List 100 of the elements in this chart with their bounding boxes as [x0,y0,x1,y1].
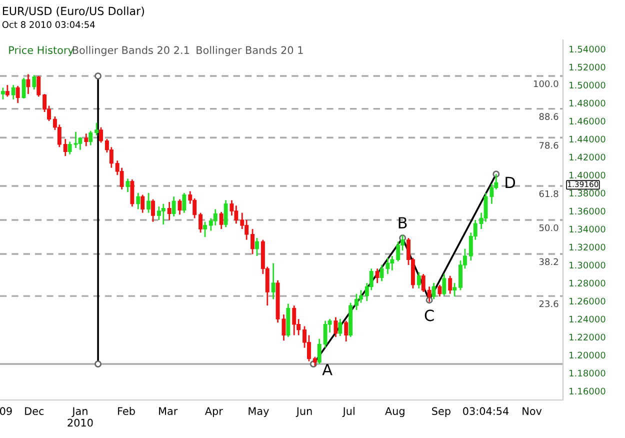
ref-line-label: 50.0 [539,224,558,232]
annotation: Price History [9,46,74,56]
candlestick [490,183,494,204]
candlestick [16,85,20,104]
candlestick [334,316,338,338]
annotation: C [424,310,434,322]
x-tick-label: Apr [204,407,223,418]
candlestick [0,87,5,100]
x-tick-label: 09 [0,407,12,416]
candlestick [140,194,145,214]
x-tick-label: Sep [432,407,450,418]
candlestick [230,200,234,216]
y-tick-label: 1.44000 [570,136,606,143]
y-tick-label: 1.38000 [570,190,606,197]
y-tick-label: 1.18000 [570,370,606,377]
annotation: B [398,217,407,228]
candlestick [172,196,176,218]
candlestick [219,211,224,230]
candlestick [396,240,400,262]
candlestick [84,132,88,147]
annotation: Bollinger Bands 20 2.1 [72,46,189,56]
candlestick [344,320,348,342]
candlestick [32,74,36,90]
candlestick [438,284,442,298]
candlestick [5,84,10,98]
candlestick [151,198,155,222]
x-tick-label: Jan 2010 [68,407,93,427]
candlestick [88,130,93,146]
y-tick-label: 1.42000 [570,154,606,161]
ref-line-label: 100.0 [534,80,558,88]
candlestick [421,273,426,293]
annotation: A [322,364,332,376]
candlestick [375,268,380,284]
candlestick [442,273,446,296]
candlestick [250,228,255,255]
candlestick [224,200,228,228]
y-tick-label: 1.22000 [570,334,606,341]
candlestick [198,212,203,234]
y-tick-label: 1.26000 [570,298,606,305]
ref-line-label: 78.6 [539,142,558,149]
candlestick [358,290,363,304]
candlestick [182,192,186,214]
candlestick [120,167,124,190]
candlestick [416,272,421,290]
x-tick-label: Jul [342,406,354,417]
x-tick-label: 03:04:54 [463,407,509,416]
point [94,360,102,368]
ref-line-label: 38.2 [539,258,558,266]
candlestick [203,221,207,238]
candlestick [146,192,151,214]
y-tick-label: 1.30000 [570,262,606,269]
candlestick [68,141,72,155]
candlestick [36,75,41,98]
candlestick [292,304,296,336]
y-tick-label: 1.34000 [570,226,606,233]
chart-title: EUR/USD (Euro/US Dollar) [2,6,144,16]
ref-line-label: 61.8 [539,190,558,198]
candlestick [271,262,276,300]
candlestick [161,203,166,226]
y-tick-label: 1.16000 [570,388,606,395]
x-tick-label: Nov [522,407,542,416]
y-tick-label: 1.40000 [570,172,606,179]
candlestick [63,138,68,157]
candlestick [317,338,322,365]
candlestick [26,74,30,95]
x-tick-label: Dec [25,407,44,416]
candlestick [213,208,218,226]
y-tick-label: 1.36000 [570,208,606,215]
ref-line-label: 23.6 [539,300,558,308]
x-tick-label: Mar [159,407,178,416]
candlestick [130,178,134,208]
candlestick [255,237,259,257]
candlestick [136,192,140,210]
candlestick [338,318,342,337]
y-tick-label: 1.28000 [570,280,606,287]
y-tick-label: 1.52000 [570,64,606,71]
y-tick-label: 1.32000 [570,244,606,251]
chart-subtitle: Oct 8 2010 03:04:54 [2,21,95,28]
y-tick-label: 1.50000 [570,82,606,89]
annotation: D [506,176,516,188]
y-tick-label: 1.48000 [570,100,606,107]
candlestick [94,122,99,136]
y-tick-label: 1.24000 [570,316,606,323]
x-tick-label: Aug [385,407,404,418]
ref-line-label: 88.6 [539,113,558,120]
candlestick [74,131,78,149]
y-tick-label: 1.54000 [570,46,606,53]
point [94,72,102,80]
candlestick [427,286,432,303]
candlestick [452,282,457,298]
x-tick-label: May [248,407,269,418]
x-tick-label: Feb [118,406,135,416]
candlestick [99,126,103,144]
annotation: Bollinger Bands 20 1 [196,46,303,56]
y-tick-label: 1.20000 [570,352,606,359]
candlestick [167,201,172,221]
candlestick [448,275,452,294]
y-tick-label: 1.46000 [570,118,606,125]
candlestick [11,84,16,100]
x-tick-label: Jun [296,407,312,417]
